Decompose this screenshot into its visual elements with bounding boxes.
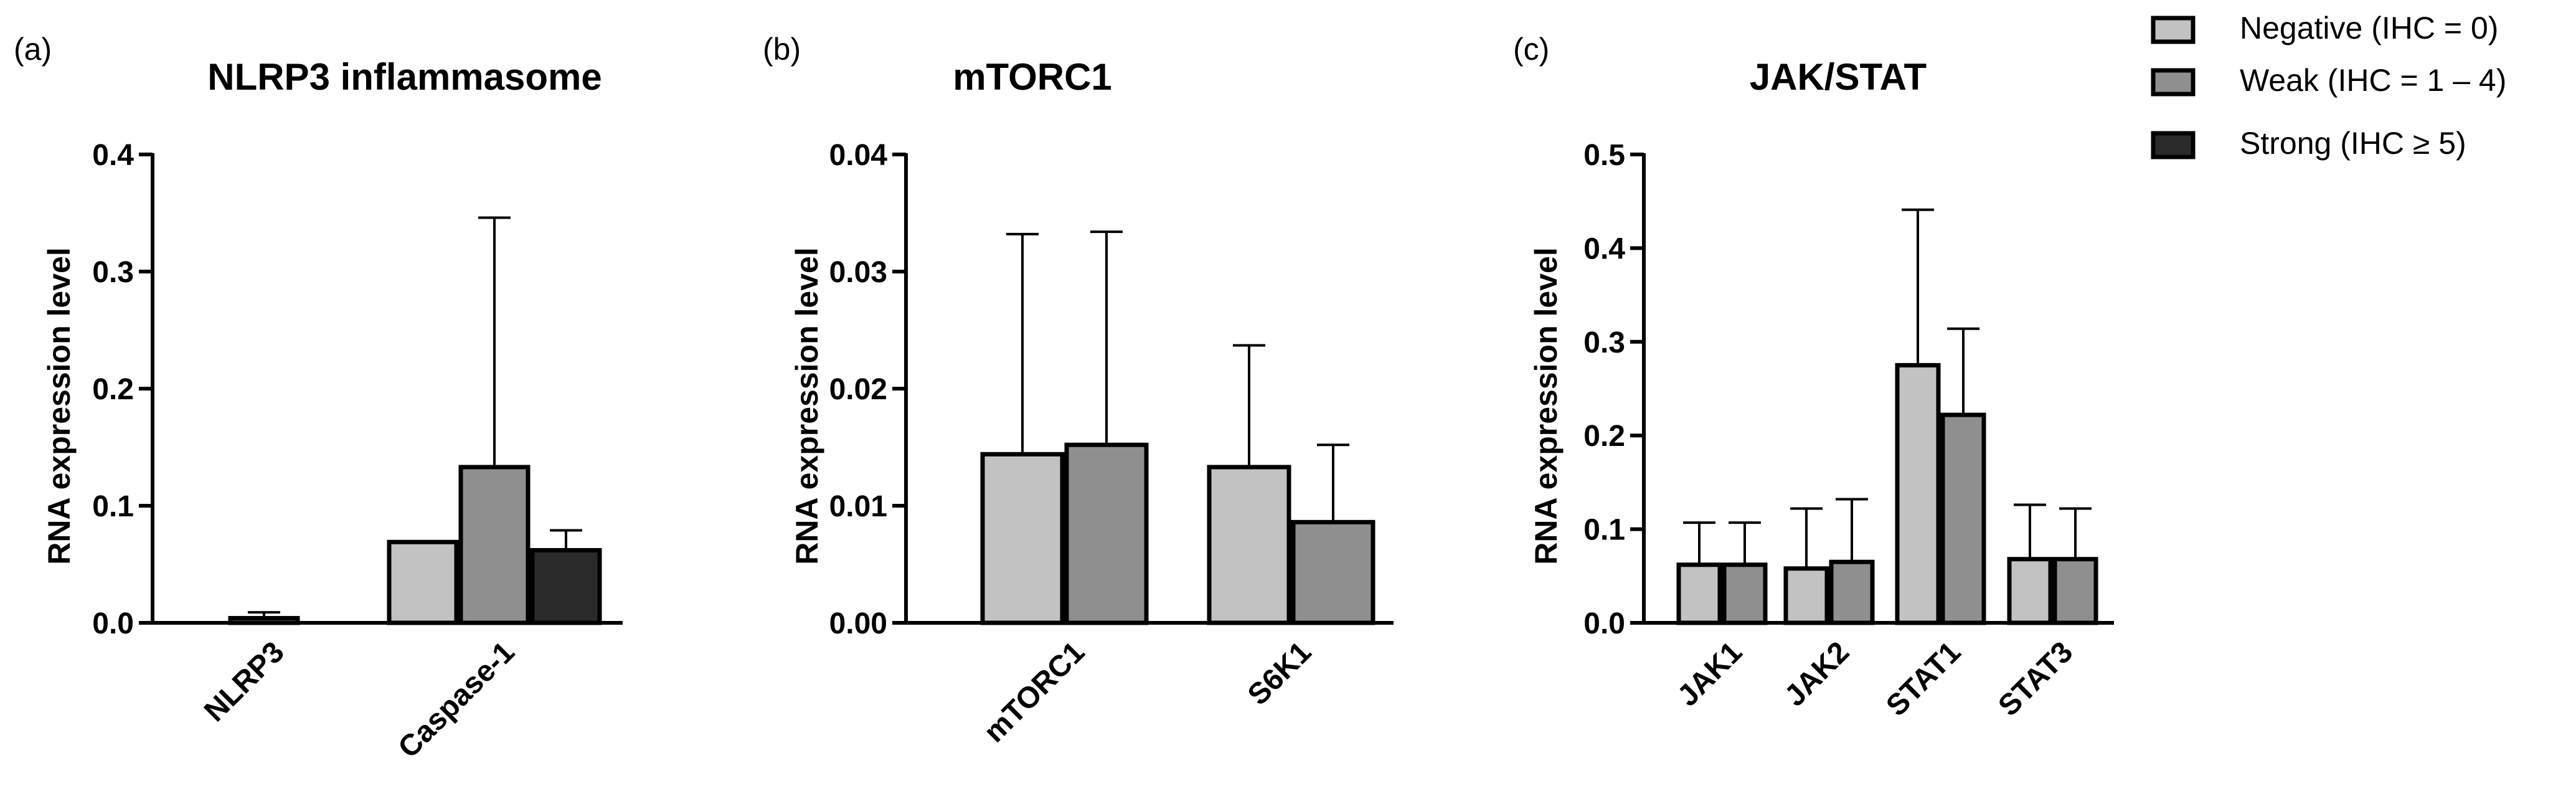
bar-weak-JAK2 (1829, 559, 1875, 625)
legend-swatch-strong (2151, 131, 2196, 159)
bar-strong-Caspase-1 (530, 547, 602, 625)
x-tick-label: mTORC1 (978, 635, 1091, 749)
y-tick-label: 0.2 (92, 373, 134, 406)
y-tick-label: 0.1 (92, 490, 134, 523)
legend-swatch-negative (2151, 16, 2196, 44)
panel-a-ylabel: RNA expression level (42, 247, 77, 564)
y-tick-label: 0.3 (1583, 326, 1625, 359)
panel-b-ylabel: RNA expression level (790, 247, 824, 564)
panel-b: (b) mTORC1 RNA expression level 0.00 0.01… (763, 32, 1394, 749)
bar-negative-Caspase-1 (387, 539, 459, 625)
panel-c-ylabel: RNA expression level (1529, 247, 1564, 564)
x-tick-label: NLRP3 (198, 635, 291, 728)
y-tick-label: 0.04 (829, 139, 888, 172)
bar-weak-Caspase-1 (458, 465, 531, 625)
bar-weak-STAT1 (1940, 412, 1986, 625)
bar-weak-STAT3 (2052, 557, 2098, 625)
bar-weak-S6K1 (1291, 519, 1375, 625)
panel-c: (c) JAK/STAT RNA expression level 0.0 0.1… (1513, 32, 2114, 722)
x-tick-label: Caspase-1 (392, 635, 521, 764)
panel-a: (a) NLRP3 inflammasome RNA expression le… (14, 32, 623, 765)
panel-b-title: mTORC1 (953, 56, 1112, 98)
legend-item-strong: Strong (IHC ≥ 5) (2151, 126, 2466, 161)
legend-label-negative: Negative (IHC = 0) (2240, 11, 2498, 45)
bar-negative-JAK1 (1676, 562, 1722, 625)
y-tick-label: 0.03 (829, 256, 887, 289)
y-tick-label: 0.4 (92, 139, 134, 172)
legend-item-negative: Negative (IHC = 0) (2151, 11, 2498, 45)
legend-item-weak: Weak (IHC = 1 – 4) (2151, 63, 2506, 98)
x-tick-label: STAT3 (1992, 635, 2079, 722)
panel-b-plot: 0.00 0.01 0.02 0.03 0.04 mTORC1 S6K1 (829, 139, 1394, 749)
legend-label-weak: Weak (IHC = 1 – 4) (2240, 63, 2506, 98)
x-tick-label: JAK2 (1778, 635, 1856, 713)
panel-c-plot: 0.0 0.1 0.2 0.3 0.4 0.5 JAK1 JAK2 STAT1 STAT3 (1583, 139, 2114, 722)
bar-negative-JAK2 (1783, 566, 1829, 625)
y-tick-label: 0.0 (1583, 607, 1625, 640)
legend: Negative (IHC = 0) Weak (IHC = 1 – 4) St… (2151, 11, 2506, 161)
x-tick-label: S6K1 (1242, 635, 1318, 711)
legend-label-strong: Strong (IHC ≥ 5) (2240, 126, 2466, 161)
bar-weak-JAK1 (1722, 562, 1768, 625)
y-tick-label: 0.5 (1583, 139, 1625, 172)
y-tick-label: 0.3 (92, 256, 134, 289)
bar-weak-mTORC1 (1064, 442, 1149, 625)
panel-c-label: (c) (1513, 32, 1549, 67)
y-tick-label: 0.0 (92, 607, 134, 640)
panel-a-plot: 0.0 0.1 0.2 0.3 0.4 NLRP3 Caspase-1 (92, 139, 623, 765)
bar-negative-STAT1 (1895, 362, 1941, 625)
y-tick-label: 0.01 (829, 490, 887, 523)
bar-negative-mTORC1 (980, 452, 1065, 625)
bar-weak-NLRP3 (228, 615, 300, 625)
bar-negative-S6K1 (1207, 465, 1291, 625)
y-tick-label: 0.4 (1583, 232, 1625, 265)
x-tick-label: STAT1 (1880, 635, 1967, 722)
panel-a-title: NLRP3 inflammasome (207, 56, 602, 98)
y-tick-label: 0.2 (1583, 420, 1625, 453)
legend-swatch-weak (2151, 68, 2196, 97)
bar-negative-STAT3 (2007, 557, 2053, 625)
y-tick-label: 0.02 (829, 373, 887, 406)
x-tick-label: JAK1 (1671, 635, 1748, 713)
panel-b-label: (b) (763, 32, 801, 67)
panel-a-label: (a) (14, 32, 52, 67)
y-tick-label: 0.00 (829, 607, 887, 640)
panel-c-title: JAK/STAT (1750, 56, 1927, 98)
y-tick-label: 0.1 (1583, 514, 1625, 547)
